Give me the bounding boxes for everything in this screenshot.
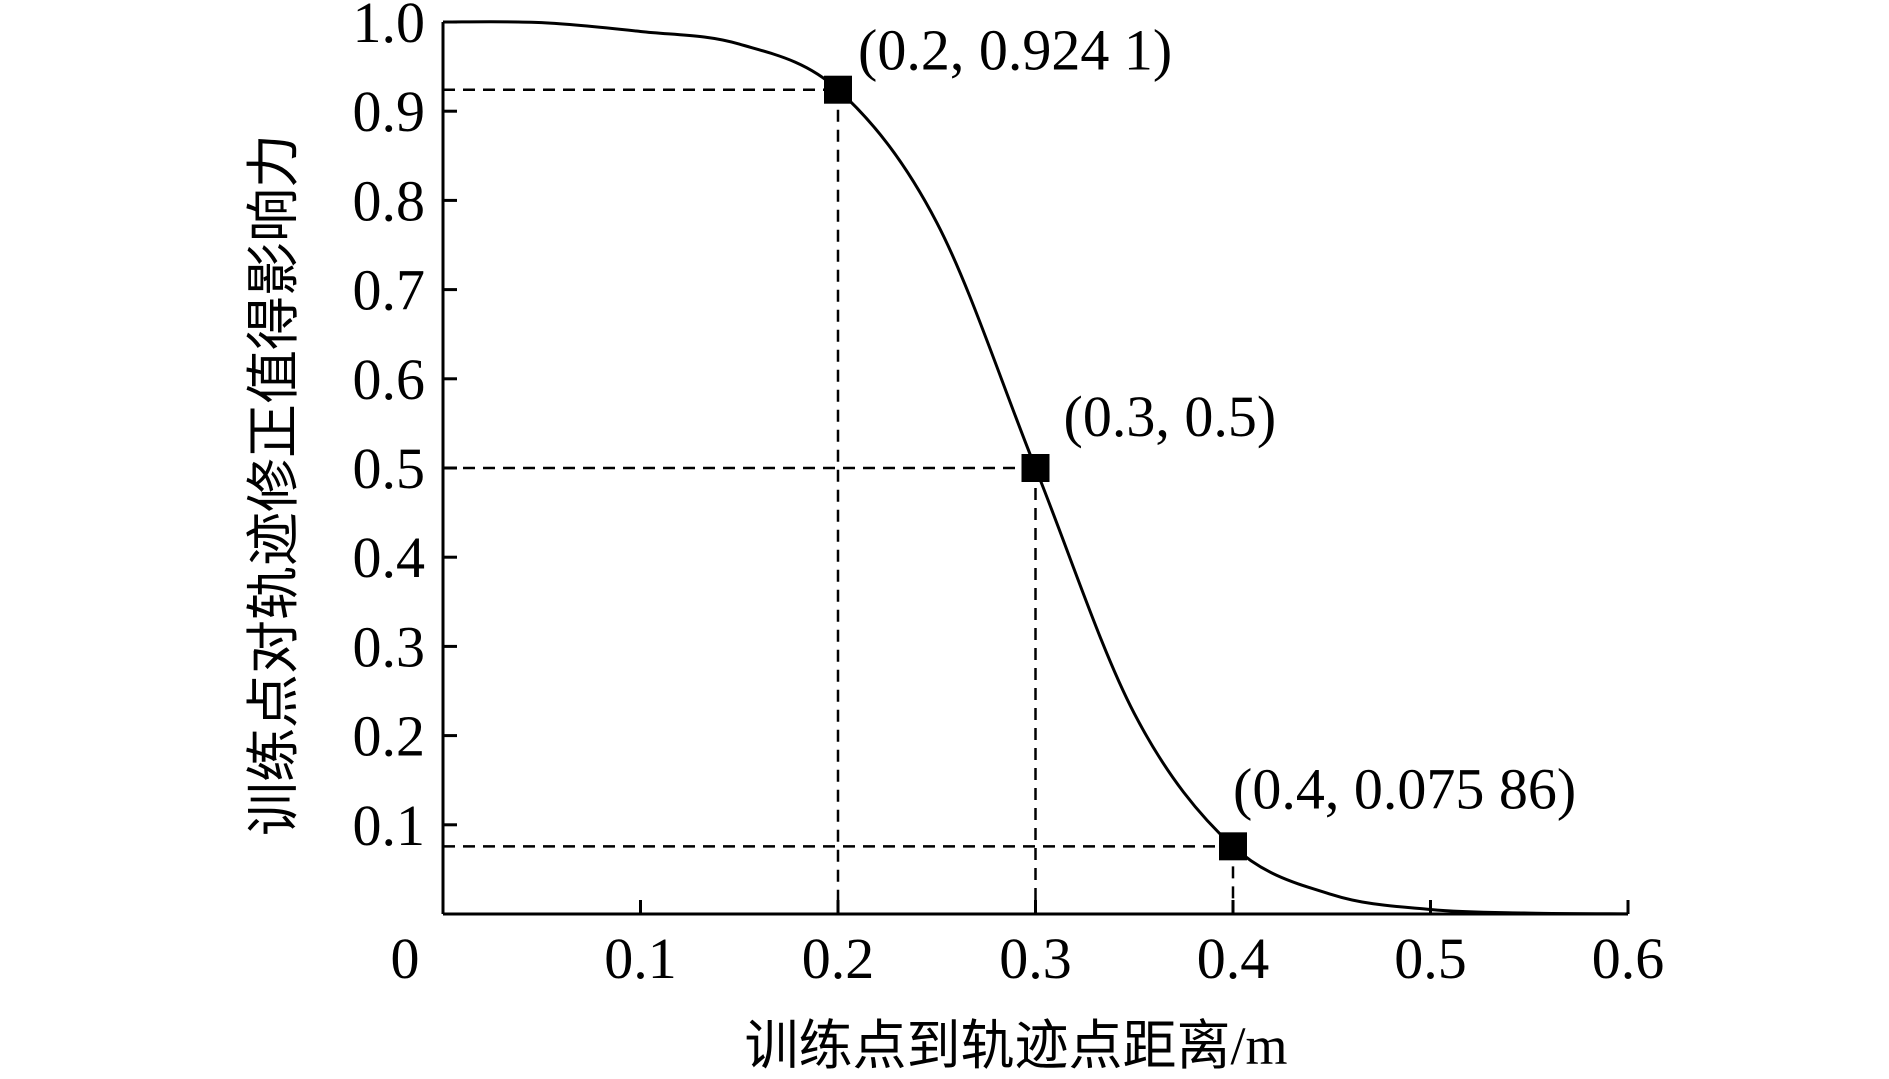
x-tick-label: 0.5 <box>1394 926 1467 991</box>
tick-labels: 0.1 0.2 0.3 0.4 0.5 0.6 0.7 0.8 0.9 1.0 0.1 0.2 0.3 0… <box>353 0 1665 991</box>
point-marker <box>1219 832 1247 861</box>
y-tick-label: 0.5 <box>353 436 426 501</box>
x-tick-label: 0.4 <box>1197 926 1270 991</box>
y-tick-label: 0.6 <box>353 347 426 412</box>
point-marker <box>1021 454 1050 482</box>
x-axis-label: 训练点到轨迹点距离/m <box>744 1016 1287 1076</box>
y-tick-label: 0.2 <box>353 704 426 769</box>
y-axis-label: 训练点对轨迹修正值得影响力 <box>244 134 304 836</box>
point-label: (0.3, 0.5) <box>1064 384 1277 449</box>
y-tick-label: 0.8 <box>353 168 426 233</box>
point-label: (0.4, 0.075 86) <box>1233 756 1576 821</box>
guide-lines <box>443 88 1235 914</box>
y-tick-label: 0.1 <box>353 793 426 858</box>
x-tick-label: 0.2 <box>802 926 875 991</box>
x-tick-label: 0.6 <box>1592 926 1665 991</box>
annotations: (0.2, 0.924 1) (0.3, 0.5) (0.4, 0.075 86) <box>858 18 1576 822</box>
y-tick-label: 0.7 <box>353 258 426 323</box>
y-tick-label: 1.0 <box>353 0 426 55</box>
point-marker <box>824 75 852 104</box>
x-tick-label: 0.3 <box>999 926 1072 991</box>
origin-label: 0 <box>391 926 420 991</box>
markers <box>824 75 1247 861</box>
y-tick-label: 0.4 <box>353 525 426 590</box>
y-tick-label: 0.3 <box>353 614 426 679</box>
point-label: (0.2, 0.924 1) <box>858 18 1172 83</box>
y-tick-label: 0.9 <box>353 79 426 144</box>
x-tick-label: 0.1 <box>604 926 677 991</box>
